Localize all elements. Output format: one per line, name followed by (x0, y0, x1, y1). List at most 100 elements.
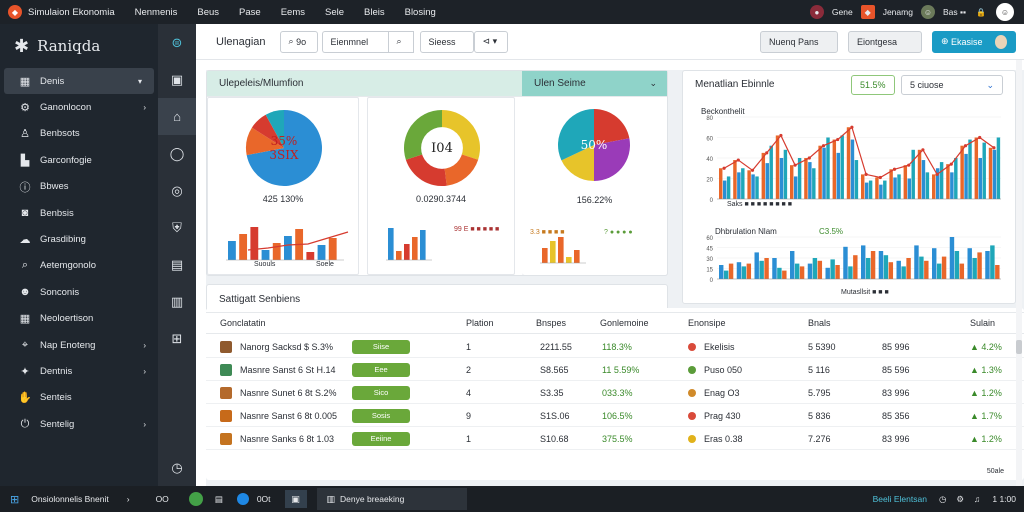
sidebar-item-10[interactable]: ⌖ Nap Enoteng › (0, 332, 158, 358)
bar[interactable] (804, 158, 808, 199)
bar[interactable] (879, 184, 883, 199)
chevron-down-icon[interactable]: ⌄ (649, 78, 657, 88)
bar[interactable] (978, 158, 982, 199)
table-row[interactable]: Nasnre Sanks 6 8t 1.03 Eeiine 1 S10.68 375.5… (206, 428, 1024, 450)
sieess-button[interactable]: Sieess (419, 30, 474, 53)
mini-bar[interactable] (420, 230, 426, 260)
trend-point[interactable] (750, 168, 755, 172)
bar[interactable] (917, 149, 922, 199)
settings-icon[interactable]: ⚙ (956, 493, 964, 504)
sidebar-item-6[interactable]: ☁ Grasdibing (0, 226, 158, 252)
col-enonsipe[interactable]: Enonsipe (688, 318, 726, 328)
bar[interactable] (906, 258, 911, 279)
taskbar-item-1[interactable]: Onsiolonnelis Bnenit (31, 494, 109, 504)
trend-point[interactable] (878, 175, 882, 180)
bar[interactable] (964, 153, 968, 199)
trend-point[interactable] (722, 166, 726, 170)
active-window-tab[interactable]: ▥ Denye breaeking (316, 488, 467, 510)
bar[interactable] (779, 158, 784, 199)
bar[interactable] (936, 263, 942, 279)
scrollbar[interactable] (1016, 60, 1022, 490)
taskbar-item-3[interactable]: 0Ot (256, 494, 271, 504)
bar[interactable] (764, 258, 769, 279)
menu-item-7[interactable]: Blosing (404, 6, 436, 18)
bar[interactable] (830, 259, 835, 279)
brand[interactable]: ✱ Raniqda (0, 24, 158, 68)
bar[interactable] (967, 248, 972, 279)
globe-icon[interactable]: ⊜ (171, 34, 183, 50)
sidebar-item-5[interactable]: ◙ Benbsis (0, 200, 158, 226)
bar[interactable] (719, 265, 724, 279)
sidebar-item-11[interactable]: ✦ Dentnis › (0, 358, 158, 384)
bar[interactable] (903, 165, 908, 199)
pie-slice[interactable] (246, 127, 284, 156)
bar[interactable] (741, 266, 747, 279)
bar[interactable] (822, 147, 826, 199)
bar[interactable] (988, 147, 993, 199)
bar[interactable] (982, 142, 986, 199)
bar[interactable] (737, 172, 741, 199)
sidebar-item-2[interactable]: ♙ Benbsots (0, 121, 158, 147)
trend-point[interactable] (850, 125, 854, 129)
user-avatar-icon[interactable]: ☺ (920, 5, 935, 19)
trend-point[interactable] (963, 144, 968, 148)
pie-slice[interactable] (594, 109, 630, 145)
col-plation[interactable]: Plation (466, 318, 494, 328)
bar[interactable] (935, 168, 940, 199)
search-button[interactable]: ⌕ 9o (279, 30, 318, 53)
edge-icon[interactable] (236, 493, 249, 505)
search-icon-button[interactable]: ⌕ (387, 30, 414, 53)
mini-bar[interactable] (404, 244, 410, 260)
col-gonlemoine[interactable]: Gonlemoine (600, 318, 649, 328)
bar[interactable] (960, 145, 964, 199)
bar[interactable] (875, 177, 879, 199)
clock-icon[interactable]: ◷ (171, 459, 183, 475)
mini-bar[interactable] (328, 238, 337, 260)
menu-item-5[interactable]: Sele (325, 6, 345, 18)
bar[interactable] (919, 256, 924, 279)
bar[interactable] (853, 255, 858, 279)
mini-bar[interactable] (228, 241, 236, 260)
menu-item-2[interactable]: Beus (197, 6, 220, 18)
bar[interactable] (992, 149, 997, 199)
mini-bar[interactable] (317, 245, 326, 260)
trend-point[interactable] (907, 163, 911, 167)
bar[interactable] (883, 180, 887, 199)
pie-slice[interactable] (561, 145, 594, 181)
mini-bar[interactable] (542, 248, 548, 263)
pie-slice[interactable] (246, 110, 322, 186)
bar[interactable] (870, 251, 876, 279)
trend-point[interactable] (978, 135, 982, 140)
trend-point[interactable] (864, 172, 868, 176)
bar[interactable] (861, 174, 865, 199)
percent-toggle[interactable]: 51.5% (851, 75, 895, 95)
mini-bar[interactable] (574, 250, 580, 263)
bar[interactable] (794, 263, 800, 279)
bar[interactable] (950, 172, 954, 199)
alert-icon[interactable]: ◆ (860, 5, 875, 19)
bar[interactable] (901, 266, 906, 279)
trend-point[interactable] (779, 133, 783, 138)
bar[interactable] (736, 262, 742, 279)
bar[interactable] (759, 260, 764, 279)
menu-item-4[interactable]: Eems (280, 6, 305, 18)
trend-point[interactable] (935, 172, 939, 176)
col-name[interactable]: Gonclatatin (220, 318, 266, 328)
trend-point[interactable] (793, 163, 797, 167)
trend-point[interactable] (807, 156, 811, 160)
bar[interactable] (728, 263, 734, 279)
bar[interactable] (941, 256, 947, 279)
table-row[interactable]: Nasnre Sunet 6 8t S.2% Sico 4 S3.35 033.3% En… (206, 382, 1024, 404)
mini-bar[interactable] (272, 243, 281, 260)
bar[interactable] (932, 174, 936, 199)
bar[interactable] (807, 263, 813, 279)
scrollbar-thumb[interactable] (1016, 340, 1022, 354)
topbar-item-2[interactable]: Jenamg (882, 7, 913, 17)
trend-point[interactable] (765, 151, 769, 155)
mini-bar[interactable] (388, 228, 394, 260)
sidebar-item-4[interactable]: ⓘ Bbwes (0, 174, 158, 200)
shield-icon[interactable]: ⛨ (172, 219, 182, 235)
bar[interactable] (907, 178, 911, 200)
bar[interactable] (848, 266, 853, 279)
bar[interactable] (897, 174, 901, 199)
